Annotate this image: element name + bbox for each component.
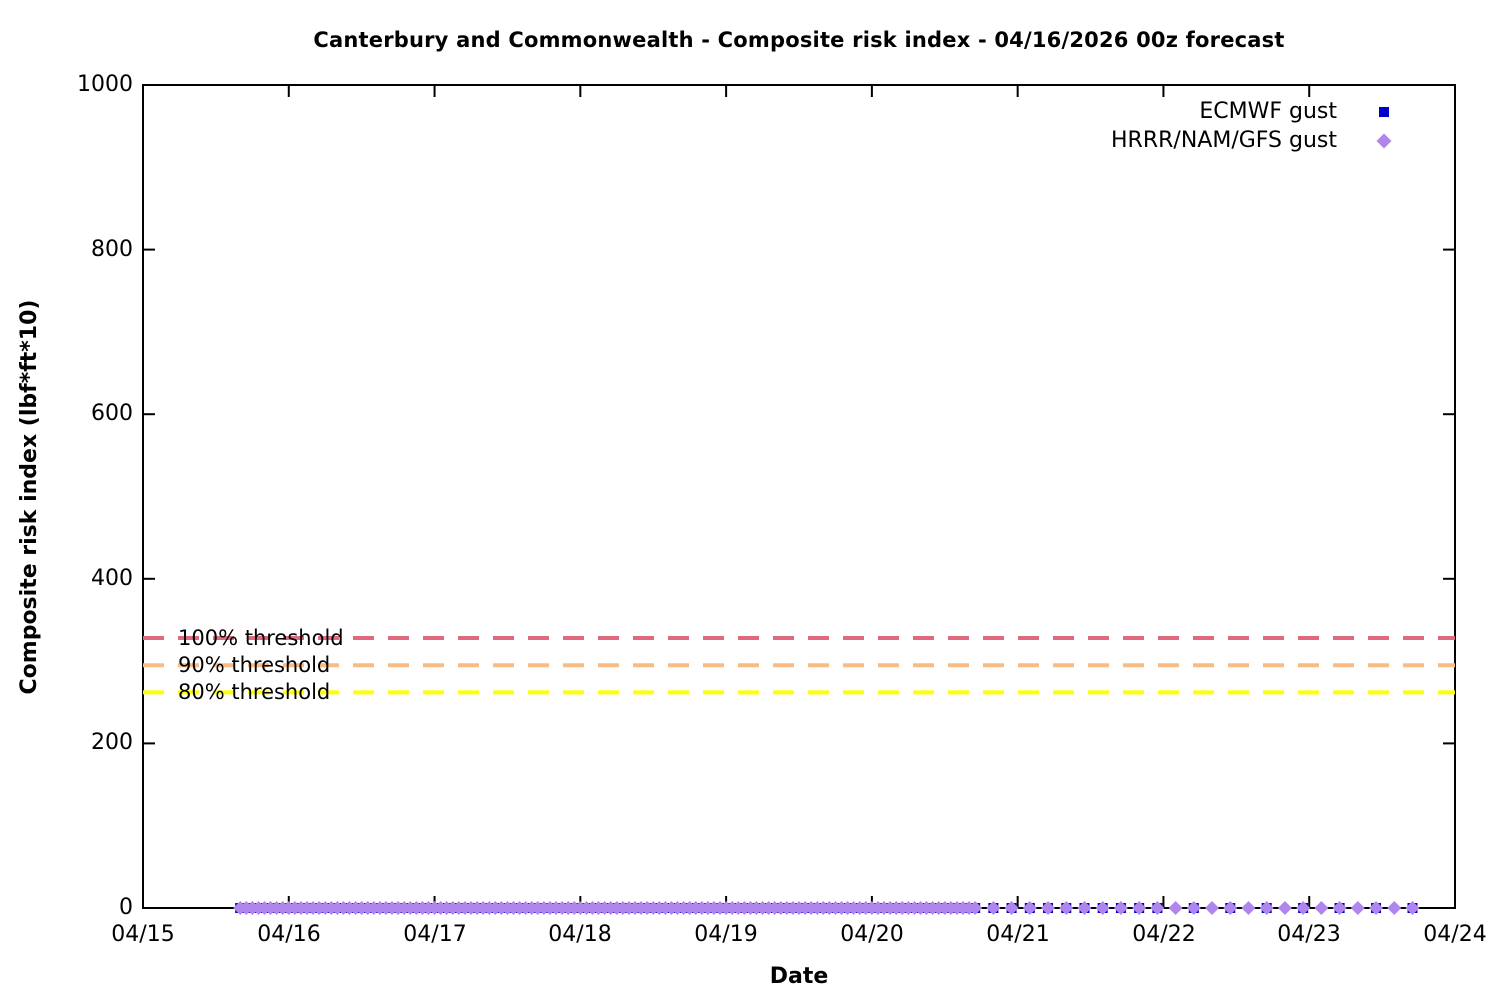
data-point-diamond [1223, 901, 1238, 915]
y-tick-label: 1000 [77, 72, 133, 97]
y-tick-label: 200 [91, 730, 133, 755]
data-point-diamond [1241, 901, 1256, 915]
x-axis-label: Date [769, 964, 829, 989]
y-tick-label: 400 [91, 566, 133, 591]
y-tick-label: 0 [119, 895, 133, 920]
x-tick-label: 04/21 [986, 922, 1050, 947]
data-point-diamond [1059, 901, 1074, 915]
data-point-diamond [1022, 901, 1037, 915]
data-point-diamond [1186, 901, 1201, 915]
legend: ECMWF gust HRRR/NAM/GFS gust [1020, 97, 1430, 155]
square-marker-icon [1337, 102, 1430, 122]
data-point-diamond [1113, 901, 1128, 915]
y-tick-label: 800 [91, 237, 133, 262]
y-axis-label: Composite risk index (lbf*ft*10) [17, 299, 42, 695]
threshold-label-100: 100% threshold [178, 626, 344, 650]
legend-label: ECMWF gust [1199, 99, 1337, 124]
x-tick-label: 04/24 [1423, 922, 1487, 947]
data-point-diamond [1041, 901, 1056, 915]
data-point-diamond [1077, 901, 1092, 915]
diamond-marker-icon [1337, 130, 1430, 152]
x-tick-label: 04/15 [111, 922, 175, 947]
plot-border [142, 84, 1456, 909]
data-point-diamond [1259, 901, 1274, 915]
data-point-diamond [1387, 901, 1402, 915]
threshold-label-90: 90% threshold [178, 653, 331, 677]
data-point-diamond [1314, 901, 1329, 915]
data-point-diamond [986, 901, 1001, 915]
data-point-diamond [1168, 901, 1183, 915]
x-tick-label: 04/17 [403, 922, 467, 947]
x-tick-label: 04/18 [548, 922, 612, 947]
data-point-diamond [1350, 901, 1365, 915]
chart-title: Canterbury and Commonwealth - Composite … [313, 28, 1285, 52]
data-point-diamond [1369, 901, 1384, 915]
x-tick-label: 04/19 [694, 922, 758, 947]
data-point-diamond [1205, 901, 1220, 915]
legend-entry-ecmwf: ECMWF gust [1020, 97, 1430, 126]
data-point-diamond [1405, 901, 1420, 915]
legend-label: HRRR/NAM/GFS gust [1111, 128, 1337, 153]
data-point-diamond [1004, 901, 1019, 915]
data-point-diamond [1132, 901, 1147, 915]
x-tick-label: 04/22 [1132, 922, 1196, 947]
data-point-diamond [1296, 901, 1311, 915]
legend-entry-hrrr-nam-gfs: HRRR/NAM/GFS gust [1020, 126, 1430, 155]
x-tick-label: 04/23 [1277, 922, 1341, 947]
data-point-diamond [1277, 901, 1292, 915]
data-point-diamond [1150, 901, 1165, 915]
data-point-diamond [968, 901, 983, 915]
data-point-diamond [1332, 901, 1347, 915]
y-tick-label: 600 [91, 401, 133, 426]
x-tick-label: 04/16 [257, 922, 321, 947]
threshold-label-80: 80% threshold [178, 680, 331, 704]
data-point-diamond [1095, 901, 1110, 915]
x-tick-label: 04/20 [840, 922, 904, 947]
